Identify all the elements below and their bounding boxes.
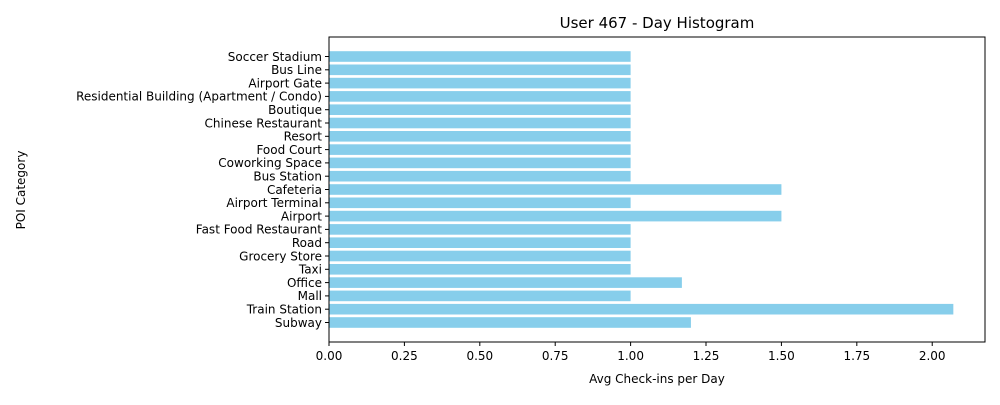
y-tick-label: Fast Food Restaurant xyxy=(196,223,323,237)
y-tick-label: Airport xyxy=(281,209,322,223)
bar-fast-food-restaurant xyxy=(329,224,631,235)
x-axis-ticks: 0.00 0.25 0.50 0.75 1.00 1.25 1.50 1.75 2.00 xyxy=(316,342,946,363)
y-tick-label: Boutique xyxy=(268,103,322,117)
bar-soccer-stadium xyxy=(329,51,631,62)
y-tick-label: Train Station xyxy=(246,303,322,317)
y-tick-label: Grocery Store xyxy=(239,249,322,263)
bar-taxi xyxy=(329,264,631,275)
chart-title: User 467 - Day Histogram xyxy=(560,14,755,32)
bar-office xyxy=(329,277,682,288)
bar-train-station xyxy=(329,303,954,315)
x-tick-label: 0.25 xyxy=(391,349,418,363)
y-axis-label: POI Category xyxy=(14,151,28,230)
x-tick-label: 0.50 xyxy=(466,349,493,363)
y-tick-label: Food Court xyxy=(256,143,322,157)
x-tick-label: 2.00 xyxy=(919,349,946,363)
bar-subway xyxy=(329,317,691,328)
y-tick-label: Resort xyxy=(284,130,323,144)
bars-group xyxy=(329,51,954,328)
y-tick-label: Chinese Restaurant xyxy=(205,116,323,130)
y-tick-label: Subway xyxy=(275,316,322,330)
y-tick-label: Residential Building (Apartment / Condo) xyxy=(76,90,322,104)
x-axis-label: Avg Check-ins per Day xyxy=(589,372,725,386)
x-tick-label: 1.75 xyxy=(843,349,870,363)
bar-mall xyxy=(329,290,631,302)
x-tick-label: 1.50 xyxy=(768,349,795,363)
bar-chinese-restaurant xyxy=(329,117,631,129)
y-tick-label: Bus Station xyxy=(253,170,322,184)
y-tick-label: Taxi xyxy=(298,263,322,277)
y-tick-label: Bus Line xyxy=(271,63,322,77)
y-tick-label: Coworking Space xyxy=(218,156,322,170)
bar-coworking-space xyxy=(329,157,631,169)
bar-grocery-store xyxy=(329,250,631,262)
bar-bus-station xyxy=(329,170,631,182)
bar-food-court xyxy=(329,144,631,155)
bar-cafeteria xyxy=(329,184,782,195)
x-tick-label: 0.75 xyxy=(542,349,569,363)
bar-bus-line xyxy=(329,64,631,76)
x-tick-label: 1.25 xyxy=(693,349,720,363)
y-tick-label: Airport Gate xyxy=(248,76,322,90)
y-tick-label: Soccer Stadium xyxy=(228,50,322,64)
bar-airport-gate xyxy=(329,77,631,89)
y-tick-label: Airport Terminal xyxy=(226,196,322,210)
plot-frame xyxy=(328,36,986,343)
bar-boutique xyxy=(329,104,631,115)
y-tick-label: Mall xyxy=(298,289,322,303)
y-tick-label: Road xyxy=(292,236,322,250)
y-tick-label: Cafeteria xyxy=(267,183,322,197)
bar-road xyxy=(329,237,631,248)
bar-airport xyxy=(329,210,782,222)
x-tick-label: 1.00 xyxy=(617,349,644,363)
bar-resort xyxy=(329,131,631,142)
x-tick-label: 0.00 xyxy=(316,349,343,363)
y-tick-label: Office xyxy=(287,276,322,290)
bar-airport-terminal xyxy=(329,197,631,209)
bar-residential-building-apartment-condo xyxy=(329,91,631,102)
